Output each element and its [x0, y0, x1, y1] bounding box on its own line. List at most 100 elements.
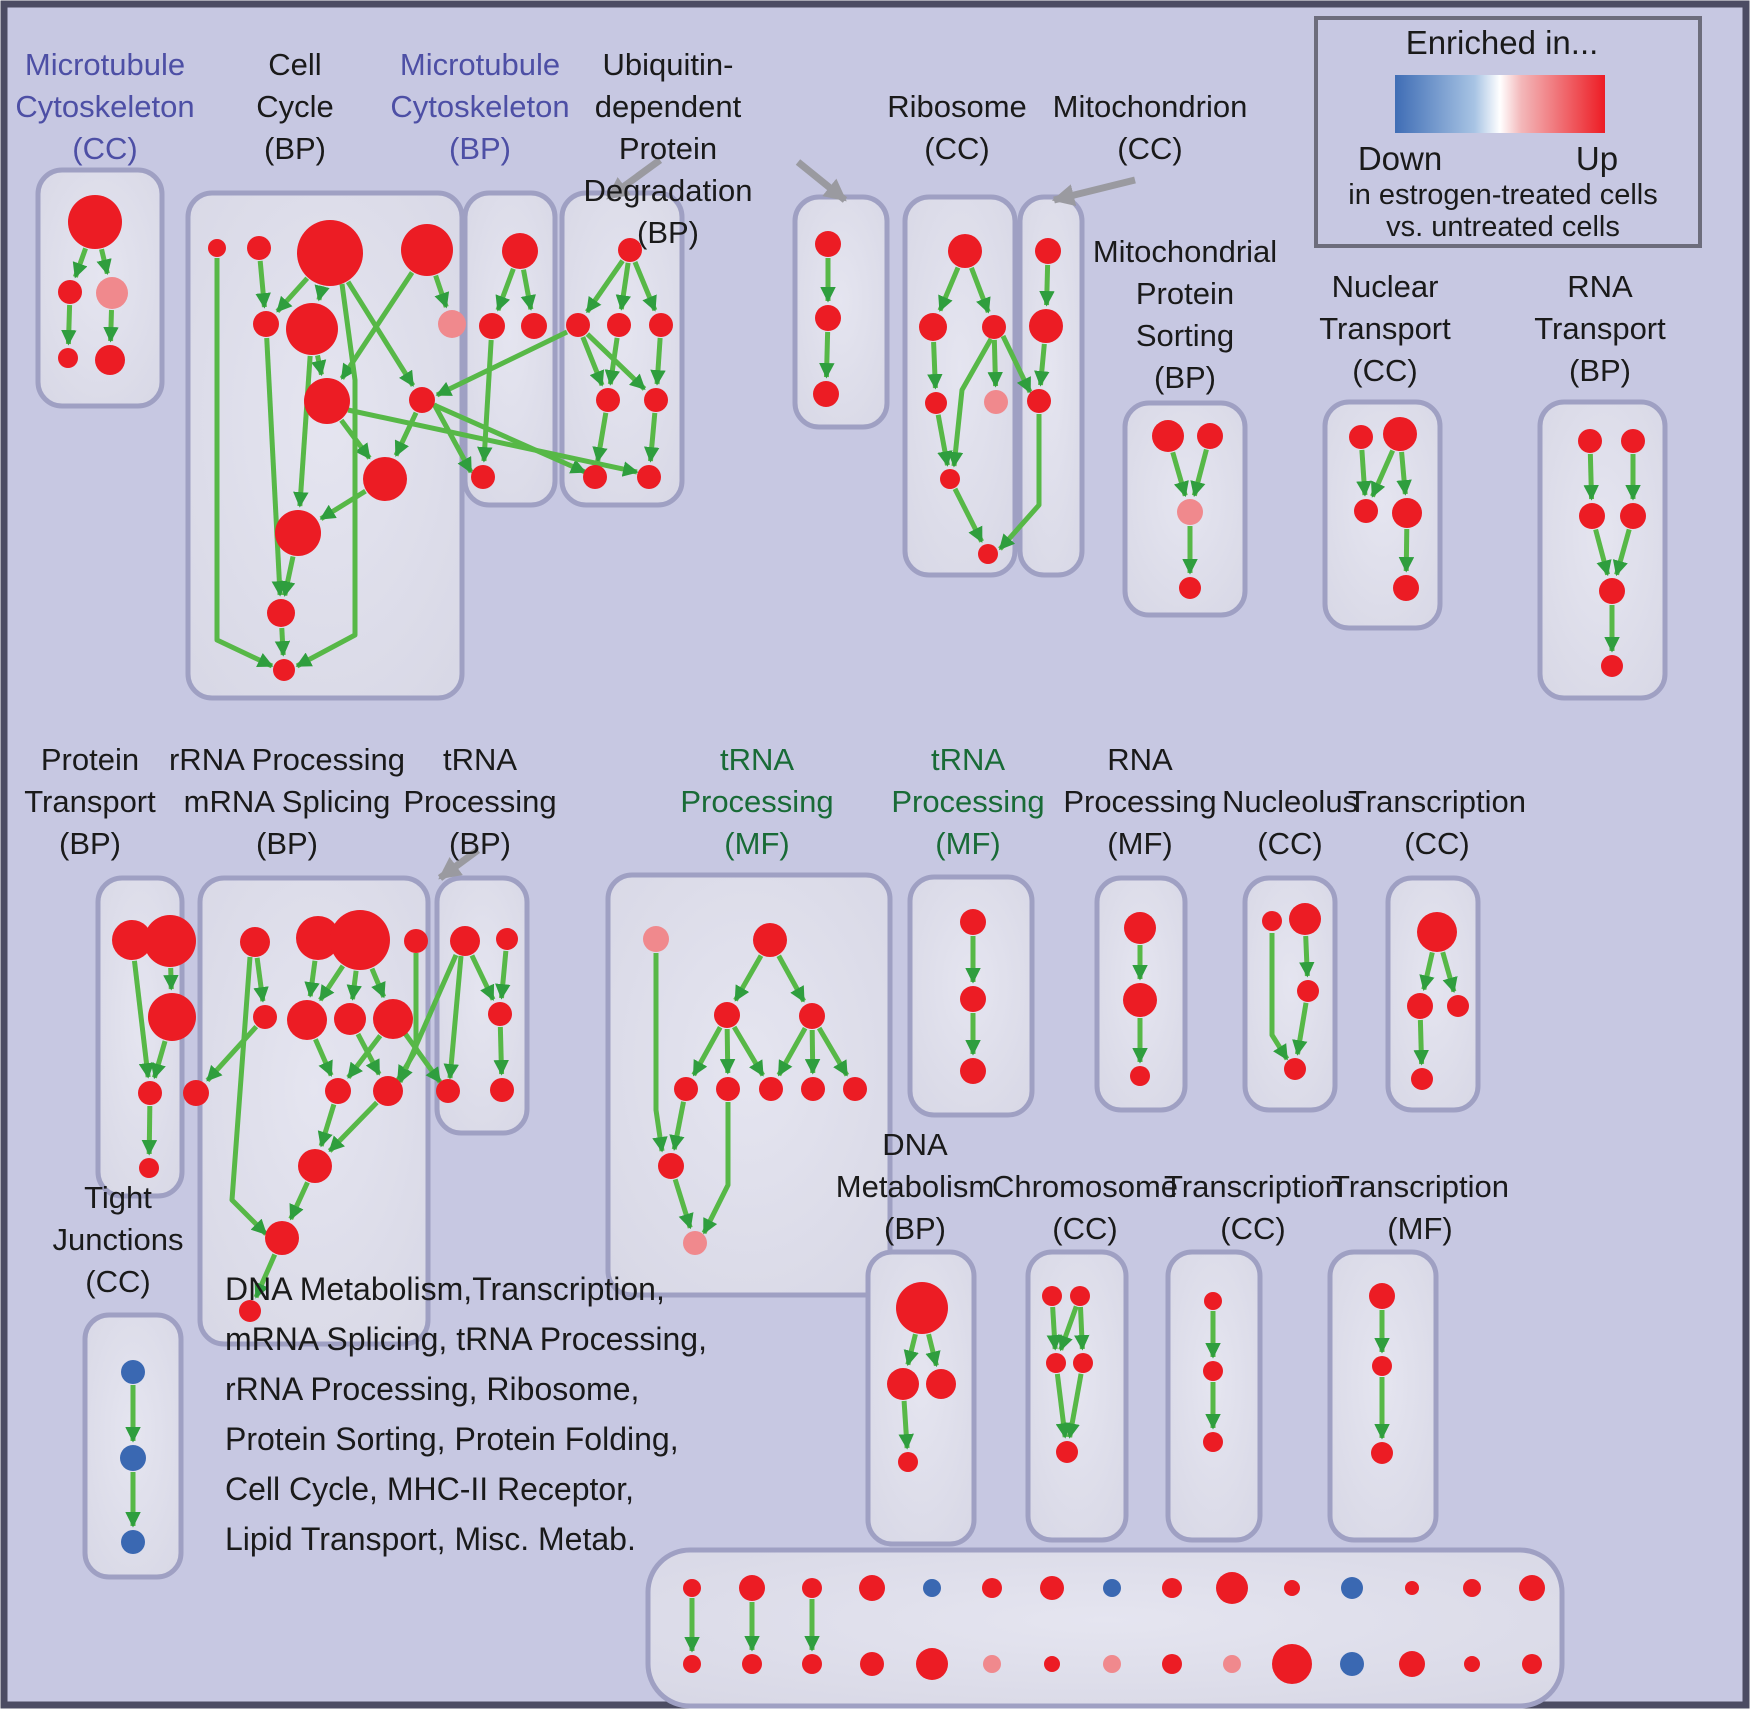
go-term-node-red — [502, 233, 538, 269]
label-pointer-arrow — [1051, 176, 1136, 207]
hierarchy-edge-long — [998, 414, 1042, 551]
cluster-label-microtubule-cytoskeleton-cc: (CC) — [72, 131, 137, 166]
hierarchy-edge-long — [229, 956, 268, 1236]
go-term-node-red — [1522, 1654, 1542, 1674]
cluster-label-ubiquitin-dependent-protein-degradation-bp: dependent — [595, 89, 742, 124]
hierarchy-edge — [604, 337, 621, 386]
cluster-label-protein-transport-bp: Transport — [24, 784, 156, 819]
go-term-node-red — [960, 1058, 986, 1084]
cluster-label-microtubule-cytoskeleton-bp: (BP) — [449, 131, 511, 166]
hierarchy-edge-long — [443, 955, 464, 1080]
hierarchy-edge-long — [295, 283, 358, 669]
hierarchy-edge — [1440, 951, 1458, 994]
hierarchy-edge — [205, 1024, 259, 1083]
hierarchy-edge-long — [652, 953, 668, 1153]
hierarchy-edge — [72, 247, 88, 279]
hierarchy-edge — [1170, 451, 1189, 498]
hierarchy-edge — [264, 337, 288, 597]
go-term-node-red — [1070, 1286, 1090, 1306]
hierarchy-edge — [253, 957, 269, 1003]
cluster-label-trna-processing-mf-b: Processing — [891, 784, 1044, 819]
go-term-node-red — [1463, 1579, 1481, 1597]
go-term-node-red — [960, 909, 986, 935]
go-term-node-red — [112, 920, 152, 960]
go-term-node-red — [801, 1077, 825, 1101]
go-term-node-red — [58, 280, 82, 304]
cluster-label-ubiquitin-dependent-protein-degradation-bp: Ubiquitin- — [603, 47, 734, 82]
go-term-node-red — [1599, 578, 1625, 604]
go-term-node-red — [409, 387, 435, 413]
hierarchy-edge — [1356, 449, 1372, 497]
hierarchy-edge — [318, 964, 345, 1002]
hierarchy-edge — [469, 954, 496, 1001]
cluster-label-microtubule-cytoskeleton-bp: Microtubule — [400, 47, 560, 82]
legend-gradient-bar — [1395, 75, 1605, 133]
cluster-label-misc-cluster-list: Cell Cycle, MHC-II Receptor, — [225, 1471, 634, 1507]
cluster-label-cell-cycle-bp: Cycle — [256, 89, 334, 124]
hierarchy-edge — [433, 274, 450, 309]
hierarchy-edge — [1413, 1019, 1429, 1066]
cluster-label-rrna-processing-mrna-splicing-bp: (BP) — [256, 826, 318, 861]
label-pointer-arrow — [605, 157, 663, 201]
go-term-node-red — [887, 1368, 919, 1400]
go-term-node-red — [583, 465, 607, 489]
go-term-node-red — [1620, 503, 1646, 529]
hierarchy-edge — [719, 1028, 736, 1075]
go-term-node-red — [1284, 1058, 1306, 1080]
go-term-node-red — [1272, 1644, 1312, 1684]
cluster-label-tight-junctions-cc: Tight — [84, 1180, 152, 1215]
cross-cluster-edge — [397, 953, 459, 1084]
hierarchy-edge — [733, 954, 764, 1002]
cluster-label-mitochondrion-cc: Mitochondrion — [1053, 89, 1248, 124]
go-term-node-red — [373, 999, 413, 1039]
legend-title: Enriched in... — [1406, 24, 1599, 61]
cluster-label-misc-cluster-list: Protein Sorting, Protein Folding, — [225, 1421, 679, 1457]
go-term-node-red — [1407, 993, 1433, 1019]
go-term-node-red — [859, 1575, 885, 1601]
cluster-label-chromosome-cc: (CC) — [1052, 1211, 1117, 1246]
hierarchy-edge — [580, 336, 605, 387]
go-term-node-red — [982, 1578, 1002, 1598]
cluster-label-tight-junctions-cc: (CC) — [85, 1264, 150, 1299]
go-term-node-red — [916, 1648, 948, 1680]
cluster-label-transcription-cc-mid: (CC) — [1404, 826, 1469, 861]
hierarchy-edge — [103, 309, 119, 343]
go-term-node-blue — [121, 1360, 145, 1384]
hierarchy-edge — [1039, 264, 1055, 307]
go-term-node-red — [1162, 1578, 1182, 1598]
hierarchy-edge — [304, 960, 320, 998]
legend-up-label: Up — [1576, 140, 1618, 177]
hierarchy-edge — [898, 1400, 914, 1450]
hierarchy-edge — [314, 284, 330, 302]
cluster-label-dna-metabolism-bp: DNA — [882, 1127, 948, 1162]
go-term-node-red — [240, 927, 270, 957]
go-term-node-red — [637, 465, 661, 489]
go-term-node-red — [1411, 1068, 1433, 1090]
cluster-label-microtubule-cytoskeleton-cc: Microtubule — [25, 47, 185, 82]
go-term-node-red — [1056, 1441, 1078, 1463]
cluster-label-microtubule-cytoskeleton-cc: Cytoskeleton — [15, 89, 194, 124]
go-term-node-red — [1162, 1654, 1182, 1674]
go-term-node-red — [644, 388, 668, 412]
hierarchy-edge — [255, 260, 271, 309]
hierarchy-edge — [495, 950, 511, 1000]
go-term-node-red — [1399, 1651, 1425, 1677]
go-term-node-red — [716, 1077, 740, 1101]
go-term-node-red — [1393, 575, 1419, 601]
go-term-node-red — [1204, 1292, 1222, 1310]
cluster-label-trna-processing-mf-b: tRNA — [931, 742, 1005, 777]
go-term-node-red — [1040, 1576, 1064, 1600]
hierarchy-edge — [691, 1026, 723, 1077]
hierarchy-edge — [1419, 951, 1435, 991]
hierarchy-edge — [615, 262, 632, 311]
go-term-node-red — [1383, 417, 1417, 451]
go-term-node-red — [490, 1078, 514, 1102]
go-term-node-red — [802, 1578, 822, 1598]
cluster-label-rrna-processing-mrna-splicing-bp: mRNA Splicing — [184, 784, 391, 819]
go-term-node-red — [1372, 1356, 1392, 1376]
go-term-node-red — [68, 195, 122, 249]
hierarchy-edge-long — [214, 258, 274, 669]
cluster-label-nuclear-transport-cc: Nuclear — [1332, 269, 1439, 304]
go-term-node-red — [1579, 503, 1605, 529]
hierarchy-edge — [1398, 528, 1415, 573]
